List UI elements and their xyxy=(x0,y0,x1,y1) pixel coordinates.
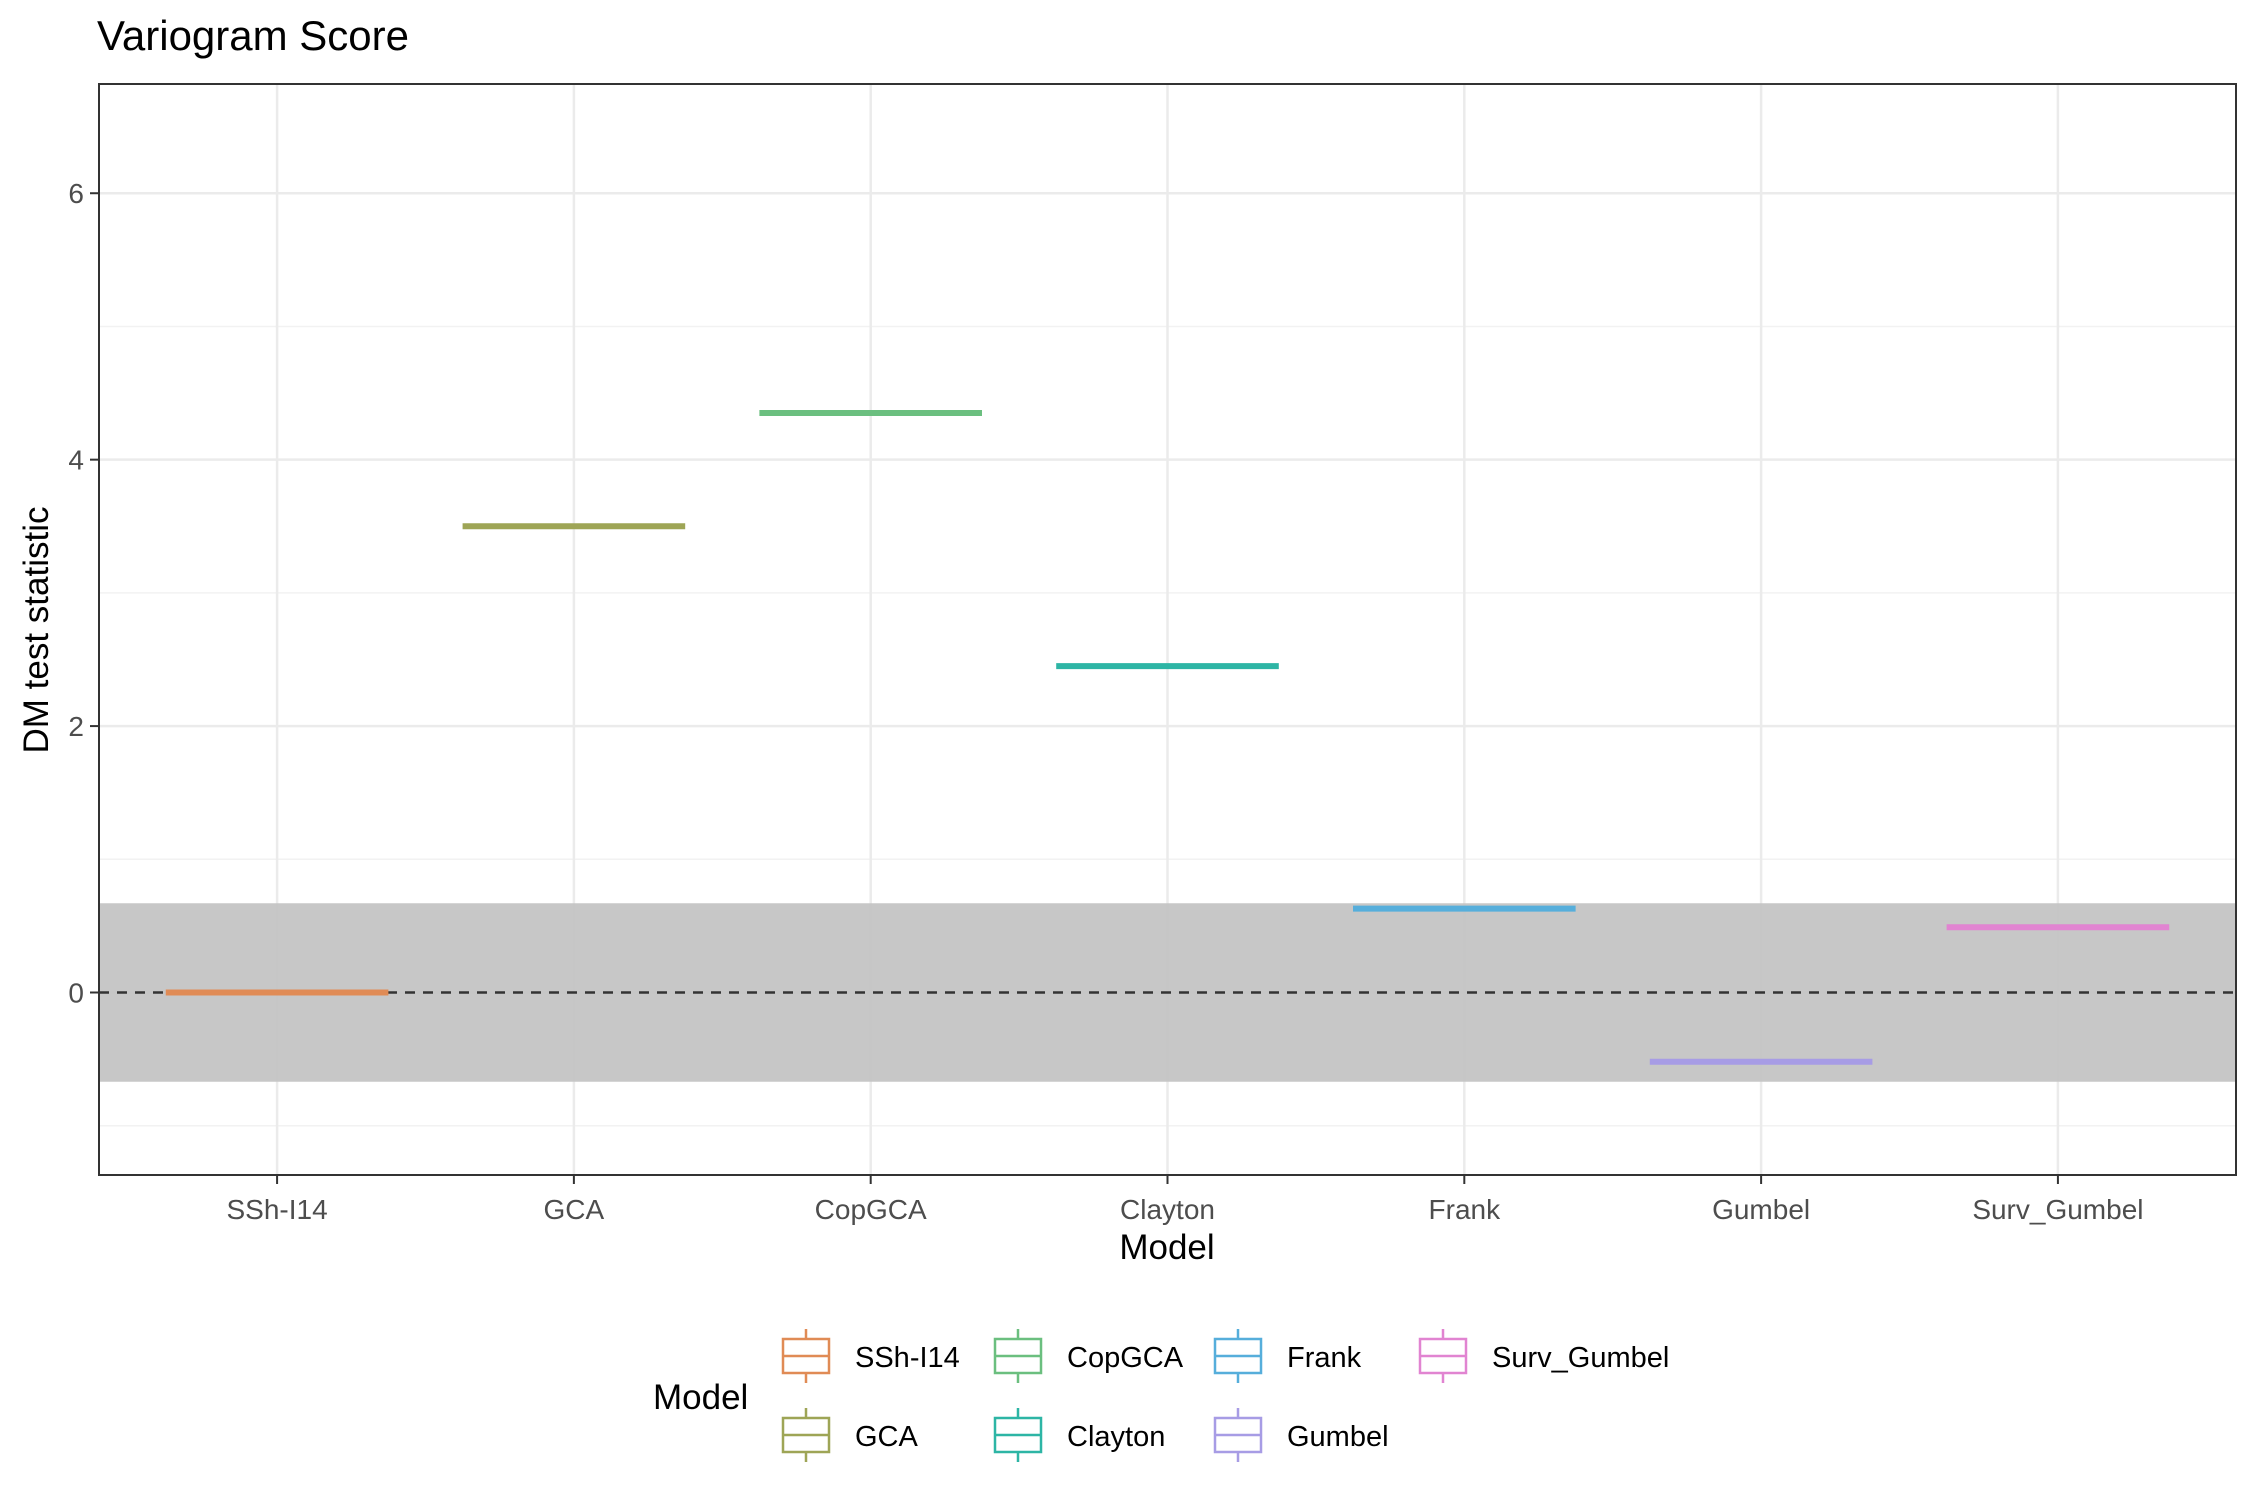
median-marks xyxy=(165,410,2170,1065)
legend-label: Surv_Gumbel xyxy=(1492,1342,1669,1374)
legend-key-gca xyxy=(781,1408,831,1462)
y-tick-label: 6 xyxy=(68,178,84,209)
x-tick-label: CopGCA xyxy=(815,1194,927,1225)
legend-key-copgca xyxy=(993,1329,1043,1383)
x-tick-label: Clayton xyxy=(1120,1194,1215,1225)
x-axis: SSh-I14 GCA CopGCA Clayton Frank Gumbel Surv_G… xyxy=(226,1175,2144,1225)
legend-label: Frank xyxy=(1287,1342,1362,1374)
x-axis-label: Model xyxy=(1119,1228,1214,1267)
legend-label: GCA xyxy=(855,1421,919,1453)
y-axis-label: DM test statistic xyxy=(17,507,56,754)
legend-label: Gumbel xyxy=(1287,1421,1389,1453)
legend-label: SSh-I14 xyxy=(855,1342,960,1374)
legend: Model SSh-I14 GCA CopGCA Clayton Frank Gumbel… xyxy=(653,1329,1669,1462)
chart-title: Variogram Score xyxy=(97,12,409,59)
legend-key-ssh-i14 xyxy=(781,1329,831,1383)
x-tick-label: SSh-I14 xyxy=(226,1194,327,1225)
x-tick-label: Surv_Gumbel xyxy=(1972,1194,2143,1225)
x-tick-label: Frank xyxy=(1429,1194,1502,1225)
legend-label: Clayton xyxy=(1067,1421,1165,1453)
x-tick-label: Gumbel xyxy=(1712,1194,1810,1225)
legend-label: CopGCA xyxy=(1067,1342,1184,1374)
y-tick-label: 4 xyxy=(68,445,84,476)
y-tick-label: 2 xyxy=(68,711,84,742)
legend-key-surv_gumbel xyxy=(1418,1329,1468,1383)
legend-title: Model xyxy=(653,1378,748,1417)
legend-key-gumbel xyxy=(1213,1408,1263,1462)
y-axis: 0 2 4 6 xyxy=(68,178,99,1009)
legend-key-frank xyxy=(1213,1329,1263,1383)
x-tick-label: GCA xyxy=(544,1194,605,1225)
y-tick-label: 0 xyxy=(68,978,84,1009)
legend-key-clayton xyxy=(993,1408,1043,1462)
